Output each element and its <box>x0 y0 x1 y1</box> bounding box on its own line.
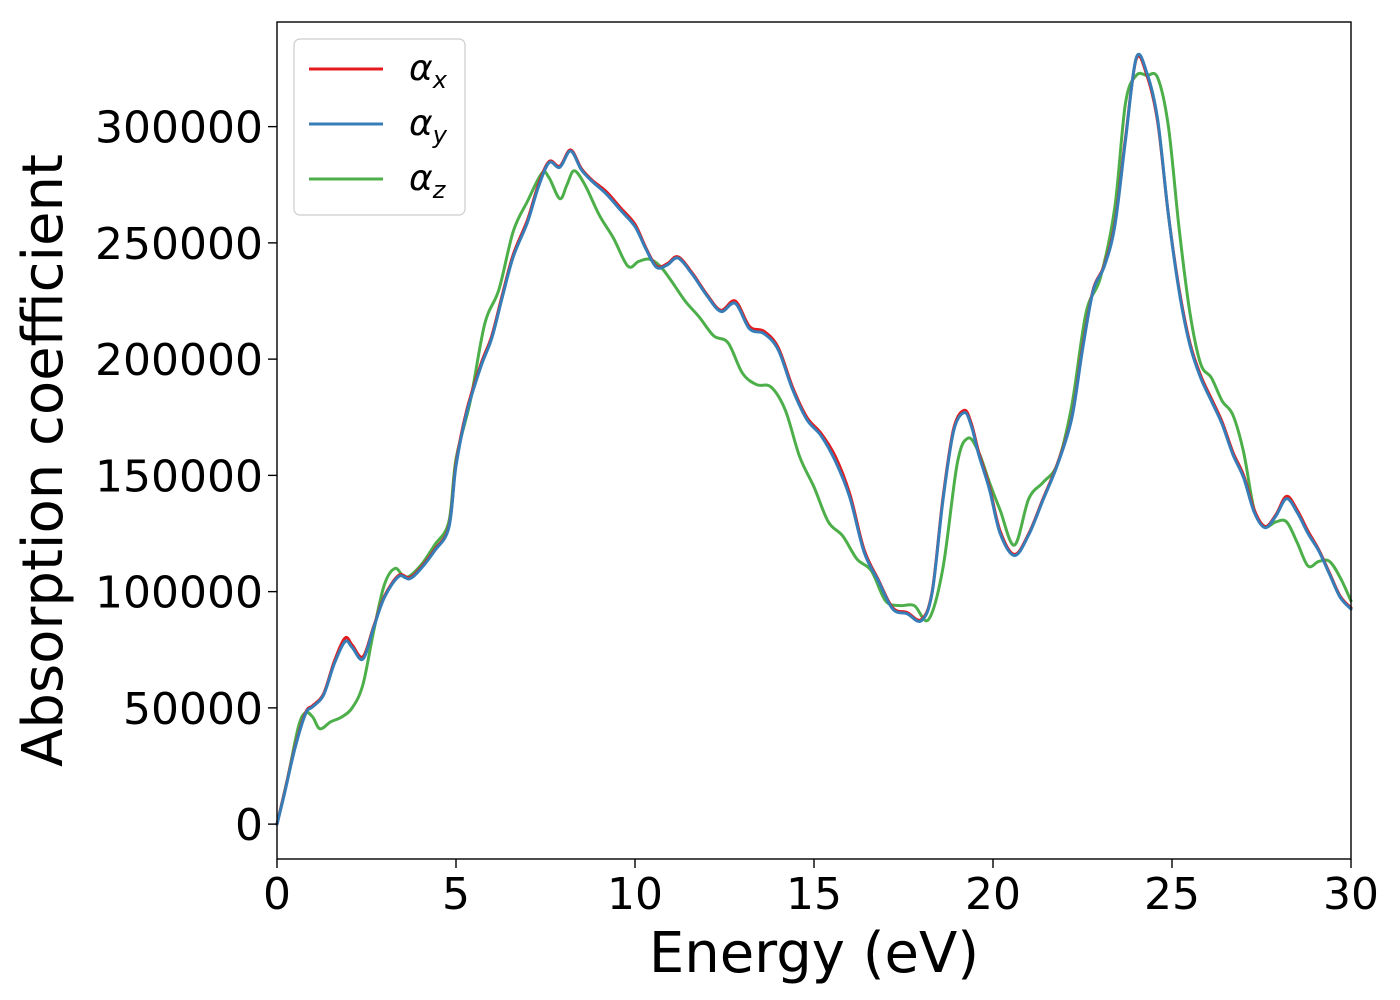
x-tick-label: 0 <box>263 869 291 920</box>
x-tick-label: 10 <box>607 869 663 920</box>
legend-symbol: α <box>409 48 433 89</box>
series-line-y <box>275 52 1353 826</box>
x-axis-label: Energy (eV) <box>649 921 979 986</box>
y-tick-label: 150000 <box>95 451 263 502</box>
x-tick-label: 30 <box>1323 869 1379 920</box>
y-tick-label: 0 <box>235 800 263 851</box>
legend-label-z: αz <box>409 158 447 204</box>
y-tick-label: 100000 <box>95 568 263 619</box>
x-tick-label: 20 <box>965 869 1021 920</box>
legend-box <box>293 38 466 216</box>
y-axis-ticks: 0 50000 100000 150000 200000 250000 300000 <box>95 103 277 851</box>
x-tick-label: 15 <box>786 869 842 920</box>
x-tick-label: 25 <box>1144 869 1200 920</box>
y-axis-label: Absorption coefficient <box>11 154 76 767</box>
y-tick-label: 250000 <box>95 219 263 270</box>
legend-subscript: y <box>432 121 448 149</box>
legend-subscript: x <box>432 66 448 94</box>
y-tick-label: 200000 <box>95 335 263 386</box>
x-axis-ticks: 0 5 10 15 20 25 30 <box>263 859 1379 920</box>
legend-symbol: α <box>409 158 433 199</box>
x-tick-label: 5 <box>442 869 470 920</box>
series-line-z <box>275 71 1353 826</box>
series-layer <box>275 52 1353 826</box>
y-tick-label: 300000 <box>95 103 263 154</box>
legend-label-y: αy <box>409 103 448 149</box>
y-tick-label: 50000 <box>123 684 263 735</box>
legend-symbol: α <box>409 103 433 144</box>
legend-label-x: αx <box>409 48 448 94</box>
legend-subscript: z <box>432 176 447 204</box>
